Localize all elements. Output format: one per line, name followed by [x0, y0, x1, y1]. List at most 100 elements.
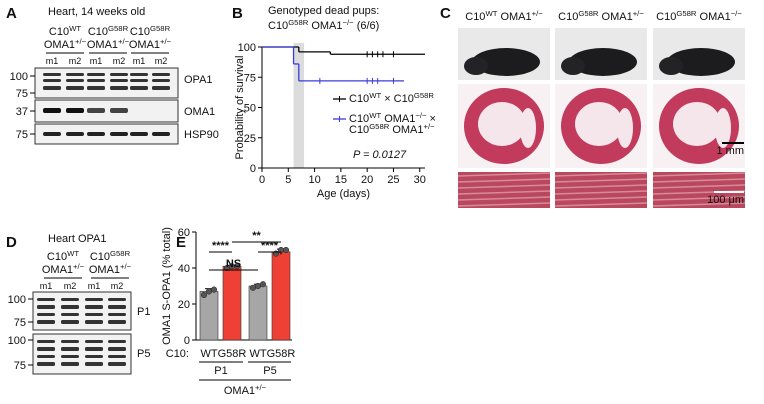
- muscle-fiber: [554, 196, 648, 201]
- x-tick-label: WT: [200, 348, 217, 360]
- marker-label: 37: [16, 106, 28, 118]
- group-label-part: +/−: [73, 262, 85, 271]
- group-label-part: C10: [47, 251, 67, 263]
- mouse-head: [561, 57, 585, 75]
- band: [37, 298, 55, 301]
- muscle-fiber: [457, 202, 551, 207]
- group-title-part: OMA1: [224, 385, 255, 397]
- panel-letter: B: [232, 5, 243, 22]
- lane-label: m1: [133, 56, 146, 66]
- muscle-fiber: [554, 172, 648, 177]
- group-label-part: C10: [49, 26, 69, 38]
- significance-label: ****: [212, 240, 230, 252]
- legend-label-part: OMA1: [381, 113, 415, 125]
- panel-title: Heart OPA1: [48, 233, 107, 245]
- x-tick-label: 5: [285, 174, 291, 186]
- muscle-histology: [458, 172, 550, 208]
- band: [108, 355, 126, 358]
- band: [37, 355, 55, 358]
- band: [108, 305, 126, 309]
- band: [152, 86, 170, 90]
- significance-label: **: [252, 230, 261, 242]
- data-point: [200, 291, 208, 299]
- lane-label: m1: [90, 56, 103, 66]
- band: [108, 320, 126, 324]
- lane-label: m2: [69, 56, 82, 66]
- group-label-part: OMA1: [129, 39, 160, 51]
- bar: [199, 291, 219, 341]
- band: [61, 355, 79, 358]
- group-label: C10G58R: [130, 24, 171, 39]
- legend-label-part: G58R: [369, 122, 390, 131]
- band: [87, 86, 105, 90]
- band-label: OMA1: [184, 106, 215, 118]
- group-label: C10WT: [47, 249, 79, 264]
- lane-label: m2: [113, 56, 126, 66]
- band: [66, 86, 84, 90]
- band: [66, 108, 84, 113]
- band: [43, 73, 61, 76]
- x-tick-label: 25: [387, 174, 399, 186]
- band: [61, 298, 79, 301]
- band: [152, 73, 170, 76]
- column-label-part: G58R: [676, 9, 697, 18]
- band: [37, 362, 55, 366]
- scale-label: 100 μm: [707, 194, 744, 206]
- group-label: P1: [214, 365, 227, 377]
- heart-chamber: [520, 108, 536, 148]
- data-point: [259, 281, 267, 288]
- muscle-fiber: [457, 196, 551, 201]
- muscle-fiber: [457, 172, 551, 177]
- data-point: [282, 246, 290, 254]
- column-label-part: WT: [485, 9, 497, 18]
- heart-chamber: [673, 102, 721, 146]
- y-tick-label: 60: [178, 227, 190, 239]
- group-label-part: OMA1: [89, 264, 120, 276]
- shaded-region: [293, 43, 305, 168]
- group-label-part: +/−: [160, 37, 172, 46]
- band: [110, 132, 128, 136]
- heart-chamber: [478, 102, 526, 146]
- group-label-part: G58R: [108, 24, 129, 33]
- x-tick-label: 15: [335, 174, 347, 186]
- band: [85, 347, 103, 351]
- band: [130, 73, 148, 76]
- band: [37, 305, 55, 309]
- group-label: OMA1+/−: [129, 37, 172, 52]
- y-tick-label: 25: [244, 133, 256, 145]
- annotation: P = 0.0127: [353, 149, 407, 161]
- group-label-part: C10: [130, 26, 150, 38]
- x-tick-label: 0: [259, 174, 265, 186]
- chart-title: Genotyped dead pups:: [268, 5, 379, 17]
- band: [85, 305, 103, 309]
- band: [66, 79, 84, 82]
- group-label: OMA1+/−: [42, 262, 85, 277]
- band: [85, 362, 103, 366]
- column-label-part: OMA1: [696, 11, 730, 23]
- column-label-part: OMA1: [497, 11, 531, 23]
- band: [66, 132, 84, 136]
- column-label-part: G58R: [578, 9, 599, 18]
- group-label-part: +/−: [75, 37, 87, 46]
- chart-subtitle-part: OMA1: [308, 20, 342, 32]
- band: [108, 362, 126, 366]
- muscle-fiber: [652, 196, 746, 201]
- muscle-fiber: [652, 202, 746, 207]
- bar: [271, 251, 291, 341]
- band: [37, 320, 55, 324]
- group-label: OMA1+/−: [89, 262, 132, 277]
- group-label: OMA1+/−: [44, 37, 87, 52]
- lane-label: m1: [46, 56, 59, 66]
- band: [110, 108, 128, 113]
- band: [85, 320, 103, 324]
- group-title-part: +/−: [255, 383, 267, 392]
- band: [66, 73, 84, 76]
- legend-label-part: OMA1: [389, 124, 423, 136]
- marker-label: 100: [10, 71, 28, 83]
- muscle-fiber: [457, 184, 551, 189]
- band: [110, 79, 128, 82]
- y-axis-label: Probability of survival: [234, 56, 246, 160]
- muscle-fiber: [652, 184, 746, 189]
- group-label-part: C10: [90, 251, 110, 263]
